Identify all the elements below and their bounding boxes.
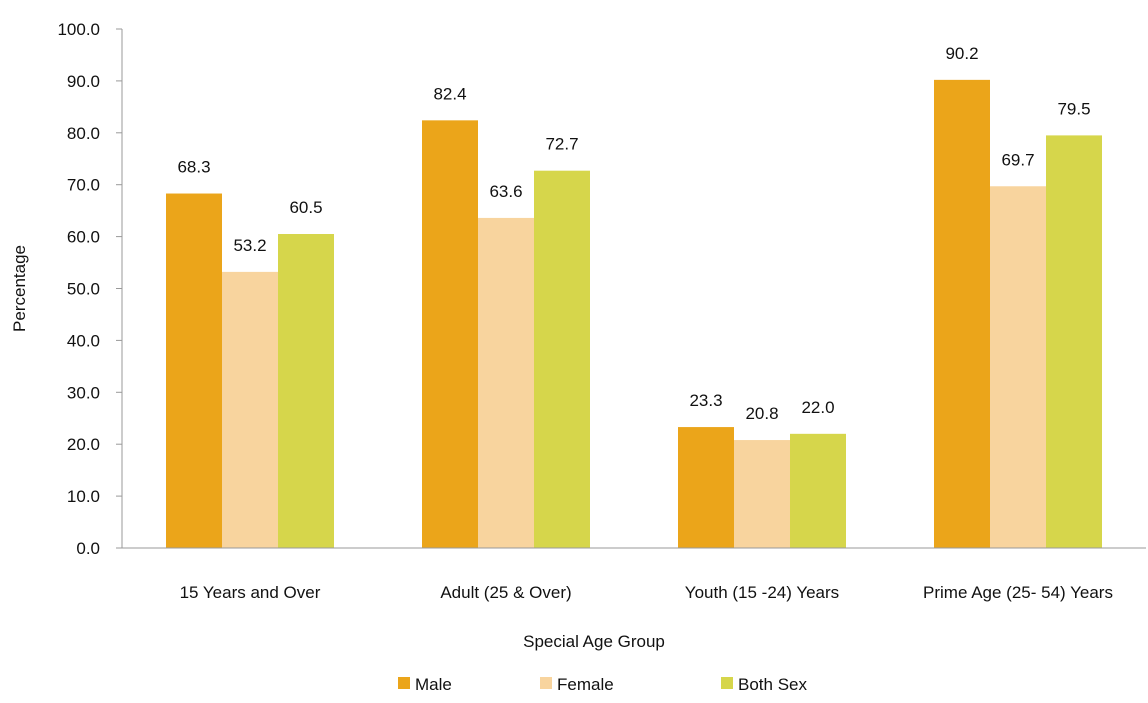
data-label: 23.3 bbox=[689, 391, 722, 410]
bar-male bbox=[422, 120, 478, 549]
legend: Male Female Both Sex bbox=[398, 675, 807, 694]
data-label: 90.2 bbox=[945, 44, 978, 63]
bar-both-sex bbox=[278, 234, 334, 548]
legend-label: Female bbox=[557, 675, 614, 694]
data-labels: 68.3 53.2 60.5 82.4 63.6 72.7 23.3 20.8 22.0 90.2… bbox=[177, 44, 1090, 423]
data-label: 60.5 bbox=[289, 198, 322, 217]
y-tick-label: 80.0 bbox=[67, 124, 100, 143]
y-tick-label: 30.0 bbox=[67, 383, 100, 402]
bar-male bbox=[934, 79, 990, 548]
x-tick-label: 15 Years and Over bbox=[180, 583, 321, 602]
bar-female bbox=[734, 440, 790, 548]
legend-label: Both Sex bbox=[738, 675, 807, 694]
y-tick-label: 50.0 bbox=[67, 280, 100, 299]
bar-both-sex bbox=[790, 433, 846, 548]
legend-swatch bbox=[398, 677, 410, 689]
data-label: 68.3 bbox=[177, 158, 210, 177]
x-tick-label: Youth (15 -24) Years bbox=[685, 583, 839, 602]
y-axis: 0.0 10.0 20.0 30.0 40.0 50.0 60.0 70.0 80.0 90.0 1… bbox=[57, 20, 123, 558]
data-label: 22.0 bbox=[801, 398, 834, 417]
data-label: 53.2 bbox=[233, 236, 266, 255]
y-tick-label: 60.0 bbox=[67, 228, 100, 247]
bar-male bbox=[678, 427, 734, 548]
y-tick-label: 10.0 bbox=[67, 487, 100, 506]
bar-female bbox=[222, 271, 278, 548]
bar-male bbox=[166, 193, 222, 548]
data-label: 63.6 bbox=[489, 182, 522, 201]
bar-both-sex bbox=[534, 170, 590, 548]
x-axis: 15 Years and Over Adult (25 & Over) Youth … bbox=[122, 547, 1146, 602]
y-tick-label: 0.0 bbox=[76, 539, 100, 558]
bars bbox=[166, 79, 1102, 549]
y-axis-title: Percentage bbox=[10, 245, 29, 332]
y-tick-label: 90.0 bbox=[67, 72, 100, 91]
bar-female bbox=[478, 217, 534, 548]
x-axis-title: Special Age Group bbox=[523, 632, 665, 651]
bar-both-sex bbox=[1046, 135, 1102, 548]
x-tick-label: Adult (25 & Over) bbox=[440, 583, 571, 602]
y-tick-label: 40.0 bbox=[67, 331, 100, 350]
y-tick-label: 100.0 bbox=[57, 20, 100, 39]
data-label: 82.4 bbox=[433, 84, 466, 103]
legend-label: Male bbox=[415, 675, 452, 694]
y-tick-label: 20.0 bbox=[67, 435, 100, 454]
data-label: 69.7 bbox=[1001, 150, 1034, 169]
bar-female bbox=[990, 186, 1046, 548]
data-label: 72.7 bbox=[545, 135, 578, 154]
legend-swatch bbox=[721, 677, 733, 689]
legend-swatch bbox=[540, 677, 552, 689]
data-label: 20.8 bbox=[745, 404, 778, 423]
y-tick-label: 70.0 bbox=[67, 176, 100, 195]
x-tick-label: Prime Age (25- 54) Years bbox=[923, 583, 1113, 602]
data-label: 79.5 bbox=[1057, 99, 1090, 118]
